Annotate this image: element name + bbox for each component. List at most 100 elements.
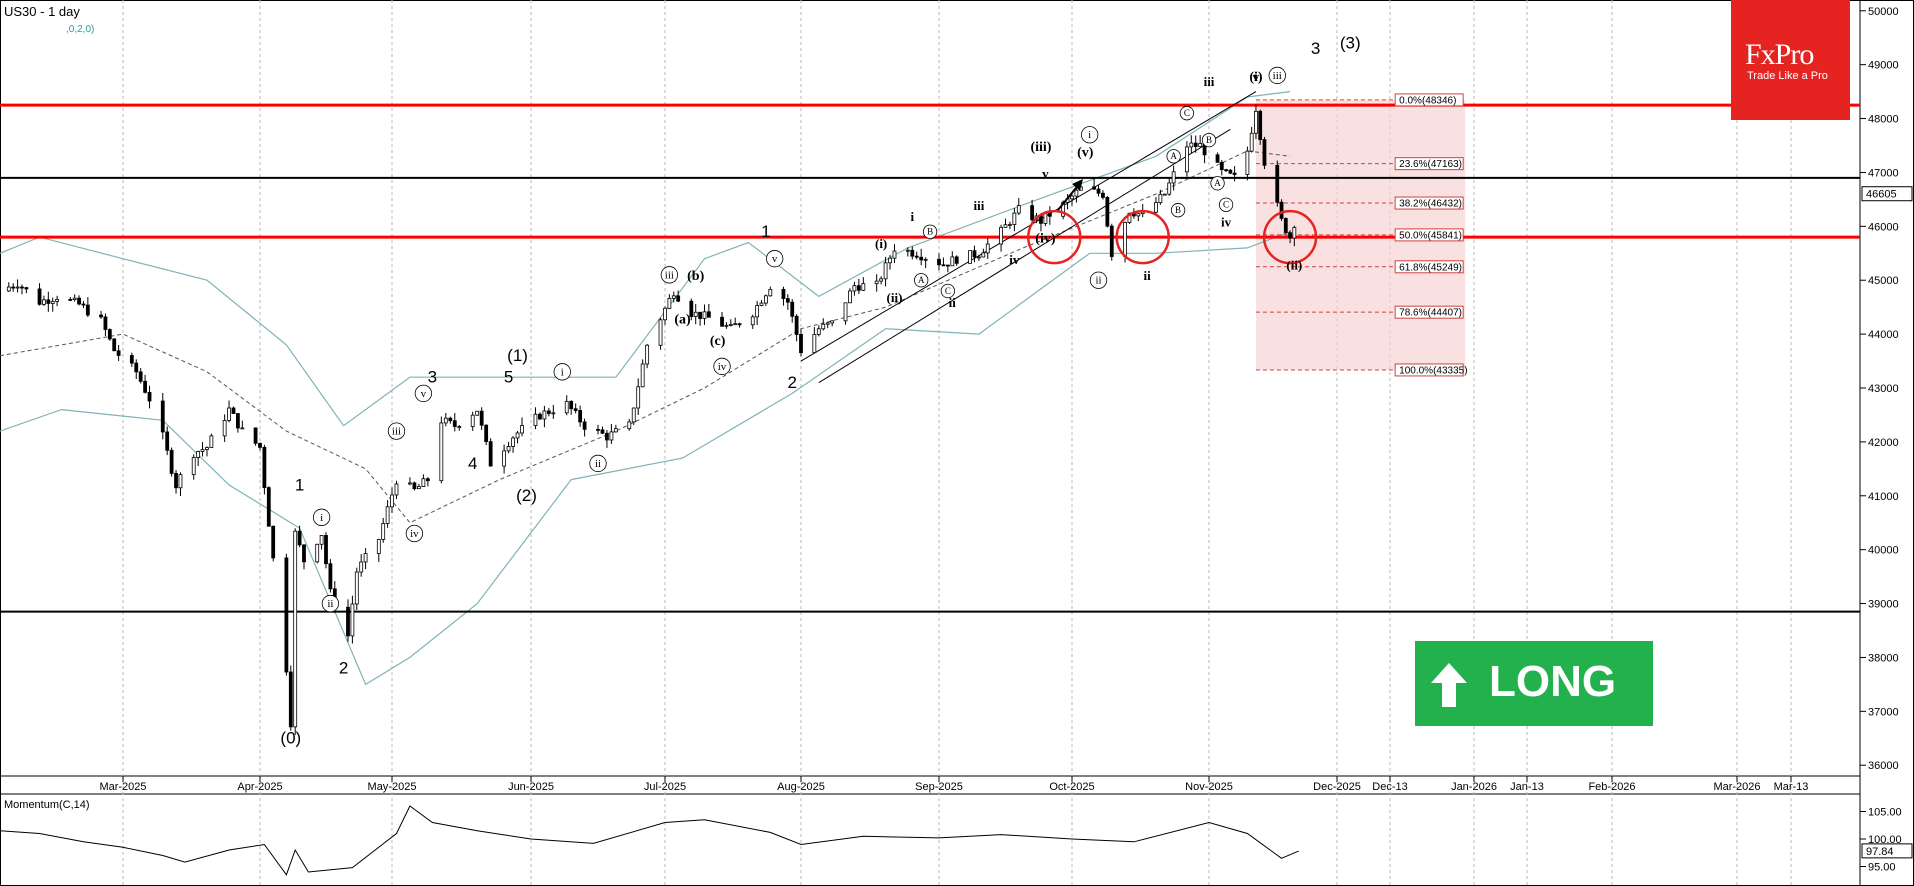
candle-body: [376, 539, 381, 554]
candle-body: [1215, 154, 1220, 163]
wave-label-circle: [1170, 203, 1186, 218]
candle-body: [981, 252, 986, 258]
x-tick-label: Dec-13: [1372, 781, 1407, 793]
candle-body: [390, 494, 394, 508]
candle-body: [408, 482, 412, 485]
candle-body: [425, 478, 430, 482]
wave-label: B: [1175, 205, 1181, 215]
candle-body: [24, 287, 29, 290]
candle-body: [328, 563, 333, 590]
candle-body: [658, 319, 663, 346]
wave-label-circle: [1218, 197, 1234, 212]
wave-label: 5: [504, 368, 513, 387]
candle-body: [892, 250, 897, 259]
wave-label: i: [910, 209, 914, 224]
candle-body: [222, 420, 227, 437]
y-axis-labels: 36000 37000 38000 39000 40000 41000 42000 43000…: [1860, 6, 1899, 772]
candle-body: [1279, 201, 1284, 219]
candle-body: [15, 286, 20, 289]
y-tick-label: 50000: [1868, 6, 1899, 18]
fxpro-logo: FxPro Trade Like a Pro: [1731, 0, 1850, 120]
candle-body: [354, 571, 359, 605]
fib-label: 23.6%(47163): [1399, 159, 1462, 170]
candle-body: [1193, 142, 1198, 147]
candle-body: [1109, 225, 1114, 257]
candle-body: [346, 606, 350, 637]
candle-body: [825, 322, 830, 325]
candle-body: [1101, 192, 1105, 198]
candle-body: [1047, 212, 1052, 217]
x-tick-label: Jun-2025: [508, 781, 554, 793]
support-circle: [1115, 209, 1170, 265]
fib-label: 61.8%(45249): [1399, 262, 1462, 273]
y-tick-label: 47000: [1868, 167, 1899, 179]
candle-body: [693, 311, 698, 317]
brand-tagline: Trade Like a Pro: [1747, 70, 1828, 82]
candle-body: [46, 299, 51, 304]
candle-body: [941, 264, 946, 267]
candle-body: [1136, 213, 1141, 217]
wave-label: (b): [687, 269, 704, 284]
candle-body: [1171, 171, 1176, 184]
candle-body: [1043, 212, 1048, 224]
candle-body: [385, 506, 390, 524]
chart-symbol: US30 - 1 day: [4, 4, 80, 19]
candle-body: [77, 297, 81, 305]
y-tick-label: 48000: [1868, 114, 1899, 126]
candle-body: [750, 316, 755, 326]
wave-label: v: [772, 253, 778, 265]
wave-label: iv: [410, 528, 419, 540]
wave-label: v: [421, 388, 427, 400]
candle-body: [515, 432, 520, 439]
candle-body: [564, 400, 569, 414]
wave-label-circle: [312, 508, 331, 526]
long-signal-badge: LONG: [1415, 641, 1653, 726]
candle-body: [1092, 186, 1096, 190]
candle-body: [502, 450, 506, 467]
candle-body: [546, 410, 551, 414]
wave-label-circle: [713, 357, 731, 376]
candle-body: [968, 250, 972, 264]
candle-body: [1105, 197, 1110, 227]
fibonacci-levels: 0.0%(48346) 23.6%(47163) 38.2%(46432) 50.0%…: [1255, 93, 1468, 377]
candle-body: [191, 457, 196, 476]
x-tick-label: Jan-2026: [1451, 781, 1497, 793]
wave-label: i: [1088, 129, 1091, 141]
candle-body: [821, 323, 826, 330]
candle-body: [143, 380, 147, 393]
signal-label: LONG: [1489, 657, 1617, 706]
wave-label: B: [1206, 135, 1212, 145]
candle-body: [569, 400, 574, 410]
trendline: [800, 91, 1257, 362]
candle-body: [613, 428, 618, 433]
candle-body: [698, 311, 702, 319]
wave-label: iv: [1009, 252, 1020, 267]
x-tick-label: Nov-2025: [1185, 781, 1233, 793]
wave-label-circle: [660, 266, 679, 284]
candle-body: [103, 316, 108, 330]
candle-body: [319, 535, 324, 545]
fib-label: 100.0%(43335): [1399, 365, 1467, 376]
candle-body: [1158, 193, 1163, 204]
current-price-label: 46605: [1866, 189, 1897, 201]
vertical-grid: [122, 0, 1792, 886]
fib-label-box: [1394, 363, 1464, 377]
y-tick-label: 40000: [1868, 545, 1899, 557]
candle-body: [452, 420, 457, 427]
candle-body: [856, 285, 861, 291]
momentum-current-box: [1861, 843, 1913, 859]
candle-body: [394, 483, 399, 496]
candle-body: [879, 278, 884, 282]
support-circle: [1027, 209, 1082, 265]
candle-body: [174, 473, 178, 489]
wave-label: v: [1042, 166, 1049, 181]
candle-body: [85, 304, 90, 316]
wave-label: 1: [761, 222, 770, 241]
candle-body: [271, 525, 276, 559]
wave-label: (2): [516, 486, 537, 505]
y-tick-label: 46000: [1868, 221, 1899, 233]
momentum-y-label: 105.00: [1868, 807, 1902, 819]
candle-body: [768, 288, 773, 297]
candle-body: [573, 408, 578, 411]
